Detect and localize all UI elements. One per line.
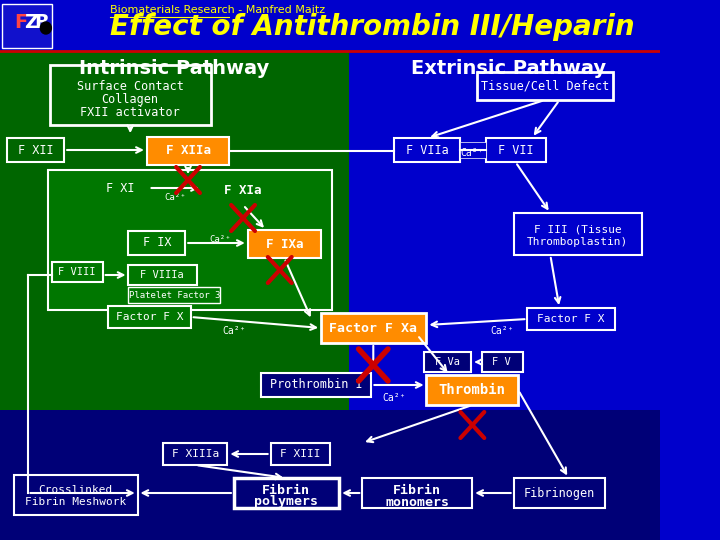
Text: F V: F V — [492, 357, 511, 367]
Bar — [2, 4, 53, 48]
Text: F VIIIa: F VIIIa — [140, 270, 184, 280]
Text: F IX: F IX — [143, 237, 171, 249]
FancyBboxPatch shape — [91, 176, 148, 200]
Text: Factor F Xa: Factor F Xa — [329, 321, 418, 334]
Text: Prothrombin I: Prothrombin I — [270, 379, 363, 392]
FancyBboxPatch shape — [128, 287, 220, 303]
FancyBboxPatch shape — [128, 265, 197, 285]
Bar — [348, 52, 660, 410]
Text: F XIa: F XIa — [225, 185, 262, 198]
FancyBboxPatch shape — [53, 262, 103, 282]
FancyBboxPatch shape — [14, 475, 138, 515]
FancyBboxPatch shape — [261, 373, 372, 397]
Text: F Va: F Va — [435, 357, 460, 367]
FancyBboxPatch shape — [362, 478, 472, 508]
Text: FXII activator: FXII activator — [81, 106, 180, 119]
FancyBboxPatch shape — [128, 231, 185, 255]
FancyBboxPatch shape — [7, 138, 64, 162]
Text: Fibrin: Fibrin — [393, 483, 441, 496]
Text: Factor F X: Factor F X — [116, 312, 184, 322]
Text: F XIIIa: F XIIIa — [172, 449, 219, 459]
Text: Ca²⁺: Ca²⁺ — [210, 234, 231, 244]
FancyBboxPatch shape — [48, 170, 332, 310]
Bar — [0, 0, 660, 50]
Text: Intrinsic Pathway: Intrinsic Pathway — [79, 58, 269, 78]
Text: Fibrinogen: Fibrinogen — [524, 487, 595, 500]
Text: F XIII: F XIII — [279, 449, 320, 459]
Text: Ca²⁺: Ca²⁺ — [491, 326, 514, 336]
Text: Thromboplastin): Thromboplastin) — [527, 237, 629, 247]
Text: Collagen: Collagen — [102, 93, 158, 106]
Text: Tissue/Cell Defect: Tissue/Cell Defect — [481, 79, 609, 92]
FancyBboxPatch shape — [513, 478, 606, 508]
Text: F XII: F XII — [18, 144, 53, 157]
FancyBboxPatch shape — [321, 313, 426, 343]
FancyBboxPatch shape — [395, 138, 460, 162]
Bar — [0, 410, 660, 540]
Bar — [0, 52, 348, 410]
FancyBboxPatch shape — [163, 443, 228, 465]
Text: F XIIa: F XIIa — [166, 145, 210, 158]
FancyBboxPatch shape — [50, 65, 211, 125]
Text: Ca²⁺: Ca²⁺ — [382, 393, 406, 403]
FancyBboxPatch shape — [527, 308, 614, 330]
Text: Ca²⁺: Ca²⁺ — [222, 326, 246, 336]
FancyBboxPatch shape — [424, 352, 472, 372]
FancyBboxPatch shape — [248, 230, 321, 258]
Text: Platelet Factor 3: Platelet Factor 3 — [129, 291, 220, 300]
Text: R: R — [34, 13, 49, 32]
Text: F VII: F VII — [498, 144, 534, 157]
FancyBboxPatch shape — [202, 177, 284, 205]
Text: Thrombin: Thrombin — [439, 383, 506, 397]
Text: Factor F X: Factor F X — [536, 314, 604, 324]
Text: Extrinsic Pathway: Extrinsic Pathway — [411, 58, 607, 78]
Text: Fibrin Meshwork: Fibrin Meshwork — [24, 497, 126, 507]
Text: Biomaterials Research - Manfred Maitz: Biomaterials Research - Manfred Maitz — [110, 5, 325, 15]
Text: Crosslinked: Crosslinked — [38, 485, 112, 495]
Text: Surface Contact: Surface Contact — [77, 80, 184, 93]
Text: F III (Tissue: F III (Tissue — [534, 224, 621, 234]
FancyBboxPatch shape — [513, 213, 642, 255]
FancyBboxPatch shape — [486, 138, 546, 162]
Text: Z: Z — [24, 13, 38, 32]
FancyBboxPatch shape — [271, 443, 330, 465]
Text: F VIII: F VIII — [58, 267, 96, 277]
FancyBboxPatch shape — [426, 375, 518, 405]
Text: F: F — [14, 13, 27, 32]
Text: monomers: monomers — [385, 496, 449, 509]
FancyBboxPatch shape — [482, 352, 523, 372]
Text: F VIIa: F VIIa — [406, 144, 449, 157]
FancyBboxPatch shape — [477, 72, 613, 100]
FancyBboxPatch shape — [108, 306, 191, 328]
Text: polymers: polymers — [254, 496, 318, 509]
FancyBboxPatch shape — [147, 137, 229, 165]
Text: F IXa: F IXa — [266, 238, 303, 251]
FancyBboxPatch shape — [234, 478, 339, 508]
Text: Effect of Antithrombin III/Heparin: Effect of Antithrombin III/Heparin — [110, 13, 635, 41]
Text: Ca²⁺: Ca²⁺ — [461, 148, 484, 158]
Circle shape — [40, 22, 51, 34]
FancyBboxPatch shape — [460, 142, 486, 158]
Text: Ca²⁺: Ca²⁺ — [164, 192, 186, 201]
Text: F XI: F XI — [106, 181, 135, 194]
Text: Fibrin: Fibrin — [262, 483, 310, 496]
